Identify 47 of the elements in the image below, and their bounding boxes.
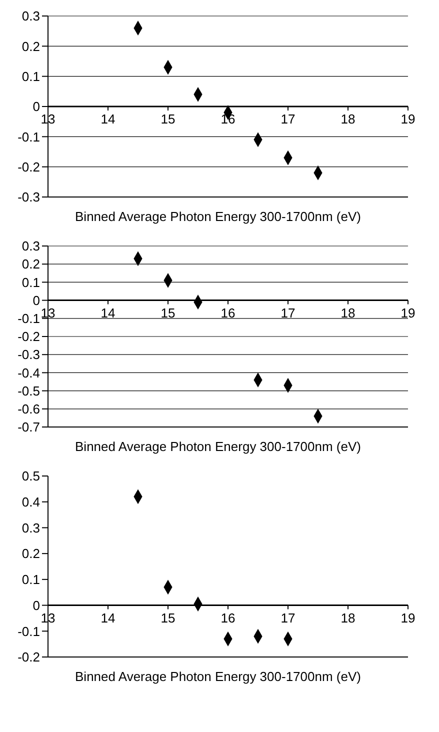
x-tick-label: 17 bbox=[280, 610, 296, 626]
y-tick-label: -0.4 bbox=[18, 365, 40, 380]
y-tick-label: 0.1 bbox=[22, 68, 40, 84]
x-tick-label: 17 bbox=[280, 112, 296, 126]
y-tick-label: 0.4 bbox=[22, 494, 40, 510]
y-tick-label: 0.2 bbox=[22, 38, 40, 54]
y-tick-label: -0.3 bbox=[18, 190, 40, 205]
y-tick-label: 0.3 bbox=[22, 238, 40, 254]
y-tick-label: 0.1 bbox=[22, 572, 40, 588]
x-tick-label: 19 bbox=[400, 610, 416, 626]
y-tick-label: 0.1 bbox=[22, 274, 40, 290]
x-tick-label: 15 bbox=[160, 305, 176, 320]
y-tick-label: -0.6 bbox=[18, 402, 40, 417]
y-tick-label: -0.2 bbox=[18, 329, 40, 344]
x-tick-label: 14 bbox=[100, 610, 116, 626]
y-tick-label: 0 bbox=[32, 292, 40, 308]
x-tick-label: 15 bbox=[160, 610, 176, 626]
x-tick-label: 16 bbox=[220, 112, 236, 126]
y-tick-label: 0.2 bbox=[22, 256, 40, 272]
x-axis-title: Binned Average Photon Energy 300-1700nm (eV) bbox=[74, 209, 362, 224]
x-tick-label: 19 bbox=[400, 112, 416, 126]
y-tick-label: 0.3 bbox=[22, 8, 40, 24]
x-axis-title: Binned Average Photon Energy 300-1700nm (eV) bbox=[74, 669, 362, 684]
y-tick-label: -0.2 bbox=[18, 159, 40, 174]
y-tick-label: -0.2 bbox=[18, 650, 40, 665]
x-tick-label: 19 bbox=[400, 305, 416, 320]
x-axis-title: Binned Average Photon Energy 300-1700nm (eV) bbox=[74, 439, 362, 454]
x-tick-label: 18 bbox=[340, 112, 356, 126]
y-tick-label: 0.5 bbox=[22, 468, 40, 484]
x-tick-label: 16 bbox=[220, 610, 236, 626]
y-tick-label: -0.3 bbox=[18, 347, 40, 362]
y-tick-label: -0.7 bbox=[18, 420, 40, 435]
y-tick-label: -0.1 bbox=[18, 311, 40, 326]
y-tick-label: 0 bbox=[32, 598, 40, 613]
x-tick-label: 15 bbox=[160, 112, 176, 126]
y-tick-label: -0.5 bbox=[18, 383, 40, 398]
x-tick-label: 18 bbox=[340, 610, 356, 626]
y-tick-label: 0.2 bbox=[22, 546, 40, 562]
y-tick-label: -0.1 bbox=[18, 624, 40, 639]
y-tick-label: 0.3 bbox=[22, 520, 40, 536]
x-tick-label: 17 bbox=[280, 305, 296, 320]
y-tick-label: 0 bbox=[32, 99, 40, 114]
x-tick-label: 14 bbox=[100, 112, 116, 126]
y-tick-label: -0.1 bbox=[18, 129, 40, 144]
x-tick-label: 18 bbox=[340, 305, 356, 320]
x-tick-label: 14 bbox=[100, 305, 116, 320]
x-tick-label: 16 bbox=[220, 305, 236, 320]
